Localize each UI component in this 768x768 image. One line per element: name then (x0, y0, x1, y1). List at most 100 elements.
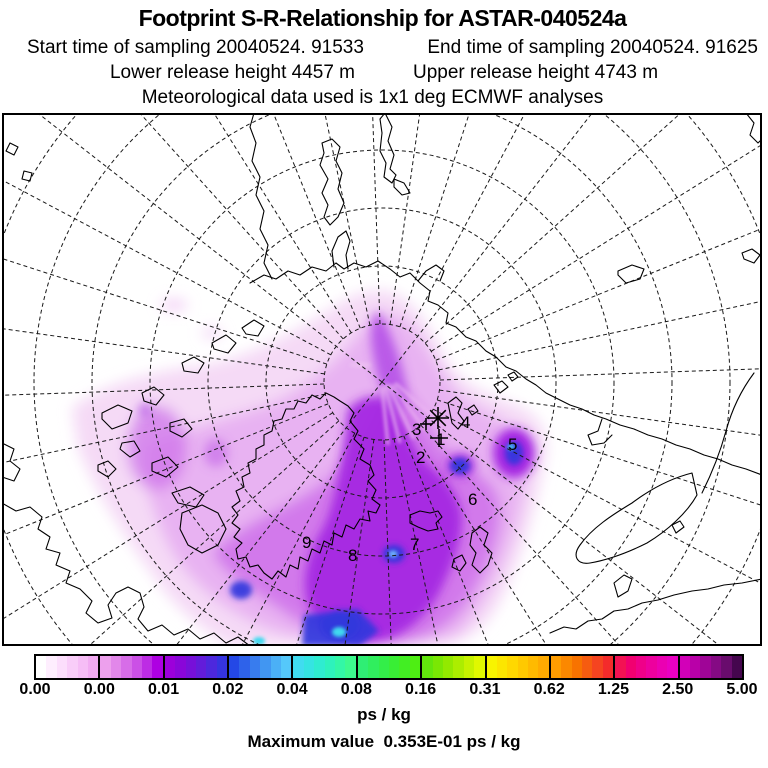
colorbar-step (314, 656, 325, 678)
colorbar-step (582, 656, 593, 678)
colorbar-step (164, 656, 176, 678)
colorbar-step (293, 656, 304, 678)
colorbar-step (602, 656, 614, 678)
colorbar-step (357, 656, 369, 678)
colorbar-step (679, 656, 690, 678)
colorbar-step (195, 656, 207, 678)
colorbar-tick: 0.16 (405, 681, 437, 698)
colorbar-step (46, 656, 57, 678)
colorbar-step (656, 656, 668, 678)
colorbar-step (721, 656, 732, 678)
colorbar-step (625, 656, 637, 678)
colorbar-segment (162, 656, 228, 678)
colorbar-step (689, 656, 701, 678)
colorbar-step (432, 656, 443, 678)
colorbar-segment (548, 656, 614, 678)
colorbar-step (474, 656, 485, 678)
colorbar-segment (677, 656, 742, 678)
colorbar-step (636, 656, 647, 678)
track-marker-7: 7 (410, 535, 419, 554)
colorbar-step (507, 656, 518, 678)
colorbar-segment (613, 656, 678, 678)
graticule (3, 114, 761, 645)
track-marker-8: 8 (348, 546, 357, 565)
colorbar-step (517, 656, 529, 678)
sampling-times-line: Start time of sampling 20040524. 91533 E… (27, 37, 758, 59)
colorbar-tick: 1.25 (597, 681, 630, 698)
colorbar-step (409, 656, 421, 678)
colorbar-step (561, 656, 572, 678)
colorbar-step (378, 656, 389, 678)
colorbar-tick: 0.08 (340, 681, 372, 698)
release-heights-line: Lower release height 4457 m Upper releas… (0, 62, 768, 84)
colorbar-step (56, 656, 68, 678)
colorbar-step (700, 656, 711, 678)
colorbar-step (249, 656, 261, 678)
colorbar-step (453, 656, 464, 678)
colorbar-tick-labels: 0.00 0.00 0.01 0.02 0.04 0.08 0.16 0.31 0.62 1.25… (0, 681, 768, 701)
colorbar-step (77, 656, 88, 678)
colorbar-step (592, 656, 603, 678)
upper-release-height-label: Upper release height 4743 m (413, 62, 659, 83)
colorbar-tick: 2.50 (662, 681, 694, 698)
colorbar-step (239, 656, 250, 678)
colorbar-step (216, 656, 228, 678)
colorbar-step (538, 656, 549, 678)
track-marker-2: 2 (416, 448, 425, 467)
track-marker-1: 1 (436, 430, 445, 449)
colorbar-step (260, 656, 271, 678)
colorbar-step (528, 656, 539, 678)
coastlines (3, 114, 761, 645)
colorbar-step (206, 656, 217, 678)
colorbar-step (281, 656, 292, 678)
colorbar-step (646, 656, 657, 678)
colorbar-step (345, 656, 356, 678)
colorbar-tick: 0.01 (147, 681, 180, 698)
colorbar-step (152, 656, 163, 678)
track-marker-4: 4 (461, 413, 470, 432)
map-frame (2, 113, 762, 646)
colorbar-step (368, 656, 379, 678)
track-marker-6: 6 (468, 490, 477, 509)
track-marker-5: 5 (508, 435, 517, 454)
colorbar-step (615, 656, 626, 678)
colorbar-step (442, 656, 454, 678)
polar-map: 12 3 4 5 6 7 8 9 (2, 113, 762, 646)
release-star-marker (420, 407, 449, 447)
colorbar-tick: 0.00 (83, 681, 115, 698)
colorbar-step (399, 656, 410, 678)
colorbar-step (121, 656, 132, 678)
colorbar-step (667, 656, 678, 678)
track-marker-3: 3 (412, 420, 421, 439)
colorbar-step (110, 656, 122, 678)
page-title: Footprint S-R-Relationship for ASTAR-040… (138, 5, 627, 31)
meteo-data-label: Meteorological data used is 1x1 deg ECMW… (141, 87, 604, 108)
colorbar-segment (355, 656, 421, 678)
colorbar-step (496, 656, 508, 678)
colorbar (34, 654, 744, 680)
track-markers: 12 3 4 5 6 7 8 9 (302, 407, 517, 565)
colorbar-step (141, 656, 153, 678)
colorbar-step (303, 656, 315, 678)
colorbar-step (36, 656, 47, 678)
colorbar-step (131, 656, 142, 678)
colorbar-segment (420, 656, 485, 678)
colorbar-segment (227, 656, 292, 678)
colorbar-step (731, 656, 742, 678)
colorbar-step (550, 656, 562, 678)
colorbar-segment (291, 656, 356, 678)
colorbar-step (87, 656, 99, 678)
start-time-label: Start time of sampling 20040524. 91533 (27, 37, 364, 58)
end-time-label: End time of sampling 20040524. 91625 (427, 37, 758, 58)
colorbar-step (710, 656, 722, 678)
lower-release-height-label: Lower release height 4457 m (109, 62, 355, 83)
colorbar-tick: 0.00 (19, 681, 51, 698)
colorbar-step (571, 656, 583, 678)
colorbar-step (324, 656, 335, 678)
colorbar-step (422, 656, 433, 678)
track-marker-9: 9 (302, 533, 311, 552)
colorbar-segment (484, 656, 549, 678)
colorbar-step (463, 656, 475, 678)
